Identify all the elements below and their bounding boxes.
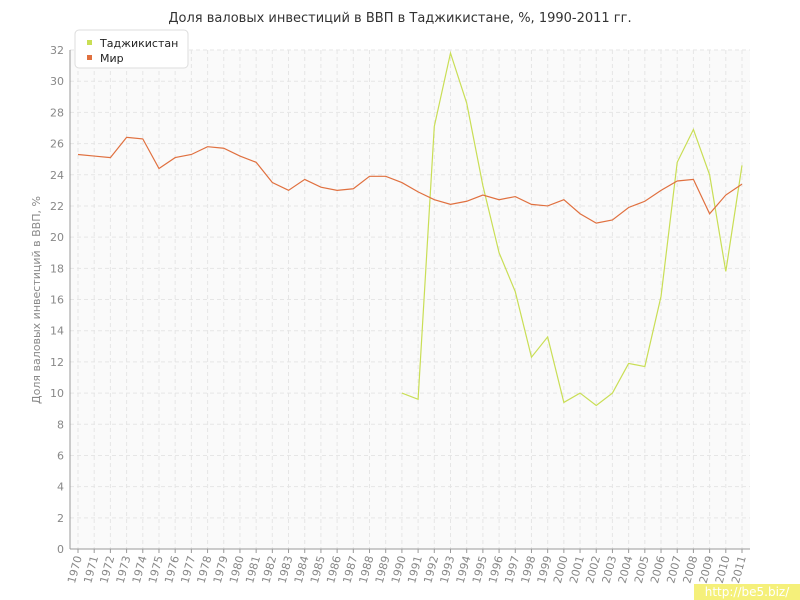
- y-tick-label: 6: [57, 449, 64, 462]
- y-tick-label: 0: [57, 543, 64, 556]
- legend-label: Мир: [100, 52, 124, 65]
- y-tick-label: 12: [50, 356, 64, 369]
- y-tick-label: 20: [50, 231, 64, 244]
- watermark-bg: [694, 584, 800, 600]
- y-tick-label: 10: [50, 387, 64, 400]
- chart-title: Доля валовых инвестиций в ВВП в Таджикис…: [168, 11, 631, 26]
- legend: [74, 29, 189, 69]
- y-tick-label: 2: [57, 512, 64, 525]
- y-tick-label: 30: [50, 75, 64, 88]
- y-tick-label: 16: [50, 294, 64, 307]
- y-tick-label: 32: [50, 44, 64, 57]
- series-line: [401, 50, 743, 407]
- watermark: http://be5.biz/: [705, 585, 790, 599]
- y-tick-label: 28: [50, 106, 64, 119]
- y-tick-label: 26: [50, 138, 64, 151]
- legend-swatch: [87, 55, 92, 60]
- legend-swatch: [87, 40, 92, 45]
- y-axis-label: Доля валовых инвестиций в ВВП, %: [30, 196, 43, 404]
- y-tick-label: 24: [50, 169, 64, 182]
- y-tick-label: 22: [50, 200, 64, 213]
- y-tick-label: 8: [57, 418, 64, 431]
- y-tick-label: 14: [50, 325, 64, 338]
- y-tick-label: 18: [50, 262, 64, 275]
- series-line: [77, 136, 743, 224]
- y-tick-label: 4: [57, 481, 64, 494]
- legend-label: Таджикистан: [99, 37, 178, 50]
